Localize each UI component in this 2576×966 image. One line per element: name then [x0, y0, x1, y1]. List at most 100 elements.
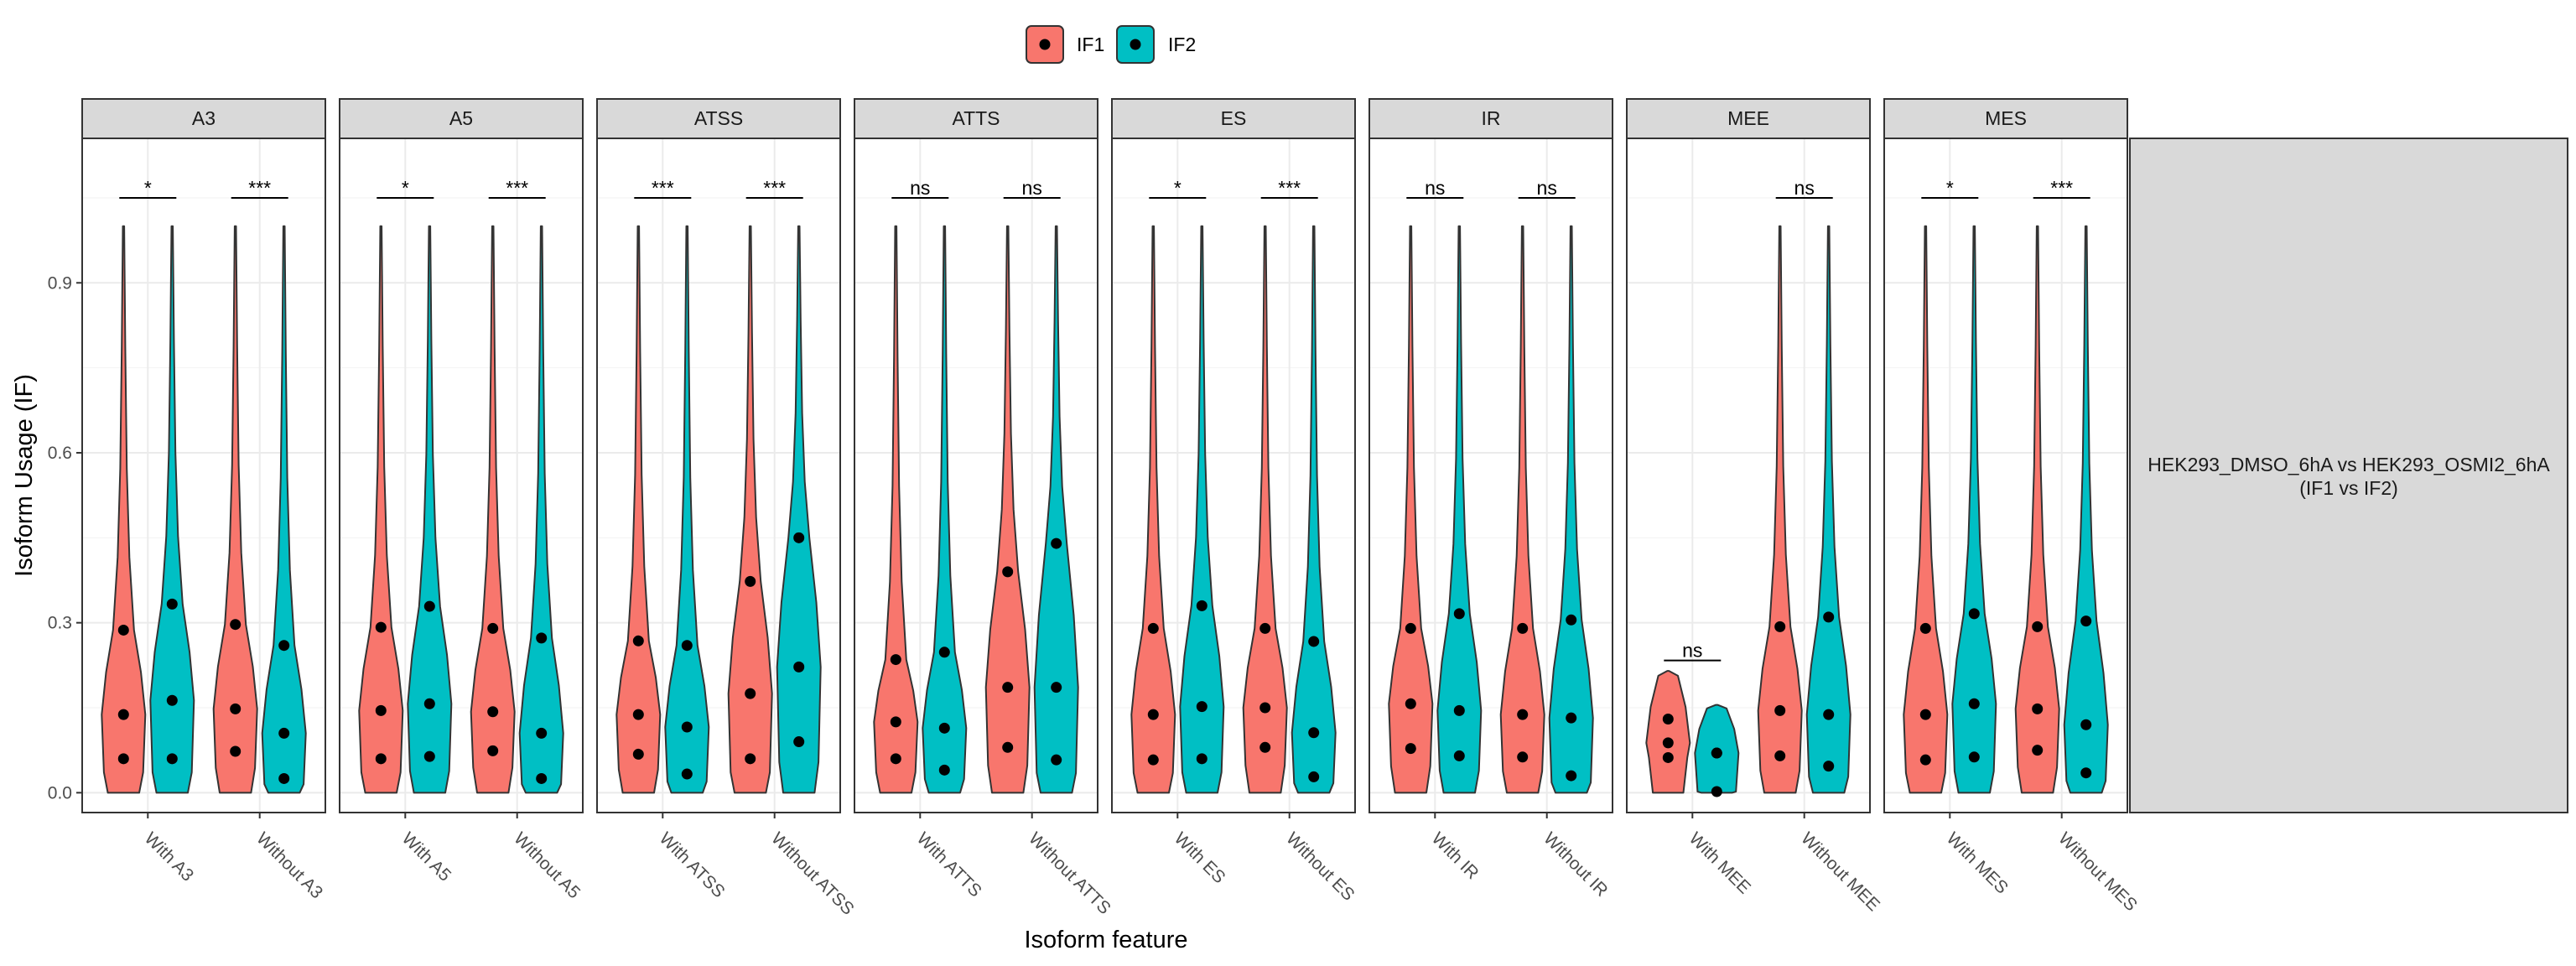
quantile-point: [375, 704, 387, 716]
quantile-point: [1919, 622, 1931, 634]
quantile-point: [1711, 747, 1722, 759]
quantile-point: [536, 772, 548, 784]
quantile-point: [1566, 770, 1577, 782]
quantile-point: [487, 706, 499, 718]
quantile-point: [681, 721, 693, 733]
quantile-point: [632, 635, 644, 647]
quantile-point: [1051, 754, 1062, 766]
significance-label: ***: [2050, 177, 2073, 199]
quantile-point: [1453, 704, 1465, 716]
legend-label: IF2: [1168, 34, 1196, 55]
quantile-point: [2080, 767, 2092, 779]
violin-if1: [358, 225, 404, 794]
quantile-point: [487, 622, 499, 634]
quantile-point: [1823, 611, 1835, 623]
violin-if2: [1548, 225, 1594, 794]
significance-label: ***: [506, 177, 528, 199]
violin-if1: [1757, 225, 1803, 794]
quantile-point: [1147, 622, 1159, 634]
quantile-point: [681, 640, 693, 652]
quantile-point: [1147, 754, 1159, 766]
facet-mes: MES*With MES***Without MES: [1883, 98, 2141, 915]
legend-entry-if2: IF2: [1116, 25, 1196, 64]
legend-key-point: [1039, 39, 1051, 50]
panel-border: [81, 138, 326, 813]
violin-if2: [1291, 225, 1337, 794]
significance-label: ***: [1278, 177, 1301, 199]
quantile-point: [278, 640, 290, 652]
violin-if1: [615, 225, 662, 794]
quantile-point: [1259, 741, 1271, 753]
quantile-point: [1566, 614, 1577, 626]
violin-if1: [1242, 225, 1288, 794]
quantile-point: [1662, 714, 1674, 725]
violin-if1: [212, 225, 258, 794]
violin-if2: [1033, 225, 1079, 794]
quantile-point: [166, 598, 178, 610]
quantile-point: [1774, 704, 1786, 716]
quantile-point: [536, 632, 548, 644]
facet-atss: ATSS***With ATSS***Without ATSS: [596, 98, 858, 919]
quantile-point: [1711, 786, 1722, 797]
quantile-point: [2032, 703, 2044, 714]
y-tick-label: 0.6: [48, 444, 72, 463]
violin-if1: [1645, 670, 1691, 794]
significance-label: *: [144, 177, 152, 199]
quantile-point: [1517, 622, 1529, 634]
quantile-point: [1405, 743, 1416, 755]
violin-if1: [873, 225, 919, 794]
quantile-point: [2032, 621, 2044, 632]
quantile-point: [230, 619, 242, 631]
facet-strip-label: MES: [1985, 107, 2027, 129]
quantile-point: [1517, 751, 1529, 763]
violin-if2: [149, 225, 195, 794]
panel-border: [1111, 138, 1356, 813]
facet-strip-label: MEE: [1727, 107, 1769, 129]
facet-strip: [1368, 98, 1613, 139]
violin-if2: [776, 225, 822, 794]
quantile-point: [1968, 608, 1980, 620]
quantile-point: [632, 709, 644, 720]
violin-if1: [1499, 225, 1545, 794]
violin-if2: [1805, 225, 1852, 794]
facet-a5: A5*With A5***Without A5: [339, 98, 584, 902]
quantile-point: [1196, 753, 1208, 765]
quantile-point: [1147, 709, 1159, 720]
significance-label: *: [402, 177, 409, 199]
significance-label: *: [1174, 177, 1182, 199]
comparison-strip: HEK293_DMSO_6hA vs HEK293_OSMI2_6hA (IF1…: [2129, 138, 2568, 813]
violin-if1: [101, 225, 147, 794]
facet-strip-label: IR: [1482, 107, 1501, 129]
facet-a3: A3*With A3***Without A3: [81, 98, 326, 902]
panel-border: [854, 138, 1098, 813]
y-tick-label: 0.9: [48, 273, 72, 293]
quantile-point: [2080, 615, 2092, 627]
quantile-point: [1196, 600, 1208, 611]
quantile-point: [938, 647, 950, 658]
quantile-point: [1453, 750, 1465, 761]
facet-strip: [1111, 98, 1356, 139]
violin-if1: [984, 225, 1031, 794]
quantile-point: [1002, 682, 1014, 693]
significance-label: ***: [248, 177, 271, 199]
y-axis-title: Isoform Usage (IF): [11, 374, 38, 577]
quantile-point: [1259, 702, 1271, 714]
quantile-point: [1002, 741, 1014, 753]
quantile-point: [1566, 712, 1577, 724]
quantile-point: [938, 764, 950, 776]
significance-label: ns: [1537, 177, 1557, 199]
violin-if2: [1179, 225, 1225, 794]
quantile-point: [278, 727, 290, 739]
violin-if2: [664, 225, 710, 794]
quantile-point: [1308, 727, 1320, 739]
quantile-point: [1774, 621, 1786, 632]
comparison-strip-line2: (IF1 vs IF2): [2299, 477, 2398, 499]
quantile-point: [1051, 682, 1062, 693]
violin-if2: [518, 225, 564, 794]
facet-strip: [596, 98, 841, 139]
violin-if2: [922, 225, 968, 794]
quantile-point: [1517, 709, 1529, 720]
quantile-point: [423, 750, 435, 762]
